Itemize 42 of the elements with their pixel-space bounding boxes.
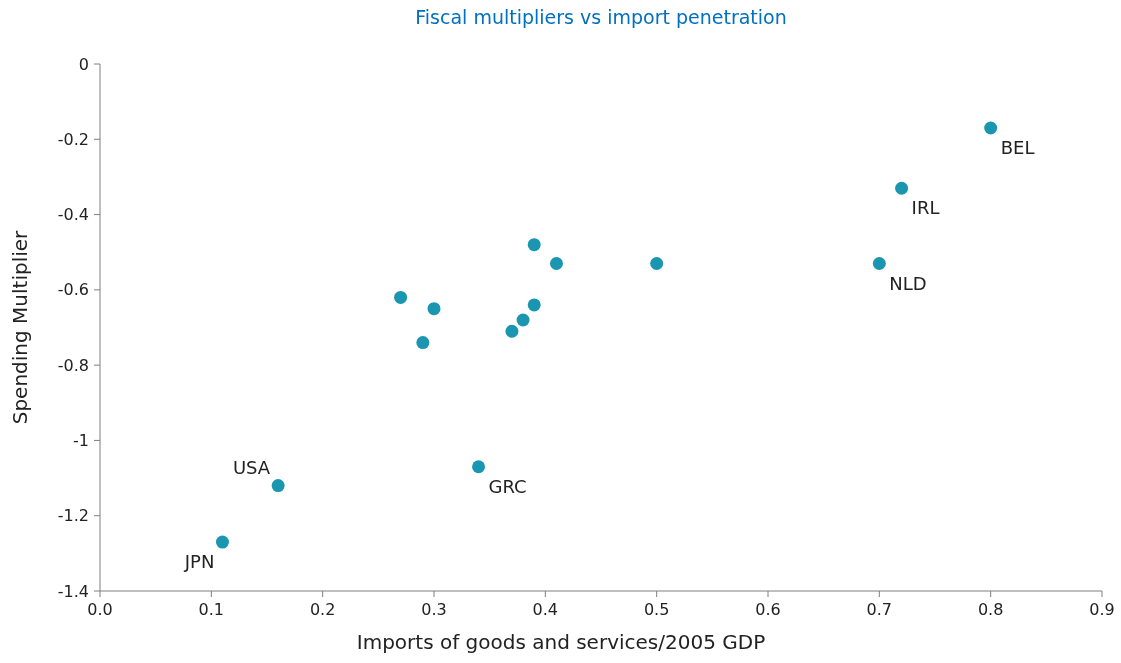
point (427, 302, 441, 316)
x-tick-label: 0.4 (532, 600, 559, 619)
point (472, 460, 486, 474)
y-tick-label: 0 (78, 54, 89, 74)
point (527, 298, 541, 312)
x-tick-label: 0.6 (755, 600, 781, 619)
annotation: BEL (1000, 136, 1035, 158)
x-tick-label: 0.3 (421, 600, 447, 619)
annotation: IRL (911, 197, 940, 219)
annotation: USA (232, 456, 271, 478)
x-tick-label: 0.9 (1089, 600, 1115, 619)
point (527, 238, 541, 252)
point (215, 535, 229, 549)
y-tick-label: -0.6 (57, 280, 89, 300)
annotation: GRC (488, 475, 527, 497)
point (895, 181, 909, 195)
point (984, 121, 998, 135)
x-tick-label: 0.5 (643, 600, 670, 619)
y-tick-label: -0.8 (57, 355, 89, 375)
annotation: NLD (889, 272, 927, 294)
point (872, 257, 886, 271)
y-tick-label: -0.4 (57, 205, 89, 225)
y-tick-label: -1 (73, 431, 89, 451)
x-tick-label: 0.8 (977, 600, 1004, 619)
point (394, 290, 408, 304)
point (516, 313, 530, 327)
point (416, 336, 430, 350)
point (271, 479, 285, 493)
x-tick-label: 0.7 (866, 600, 893, 619)
annotation: JPN (183, 551, 215, 573)
point (549, 257, 563, 271)
x-tick-label: 0.2 (309, 600, 336, 619)
y-axis-title: Spending Multiplier (8, 229, 32, 425)
x-axis-title: Imports of goods and services/2005 GDP (356, 630, 766, 654)
x-tick-label: 0.1 (198, 600, 225, 619)
x-tick-label: 0.0 (87, 600, 113, 619)
point (505, 324, 519, 338)
point (650, 257, 664, 271)
y-tick-label: -1.4 (57, 581, 89, 601)
y-tick-label: -1.2 (57, 506, 89, 526)
chart-title: Fiscal multipliers vs import penetration (415, 6, 787, 28)
y-tick-label: -0.2 (57, 129, 89, 149)
